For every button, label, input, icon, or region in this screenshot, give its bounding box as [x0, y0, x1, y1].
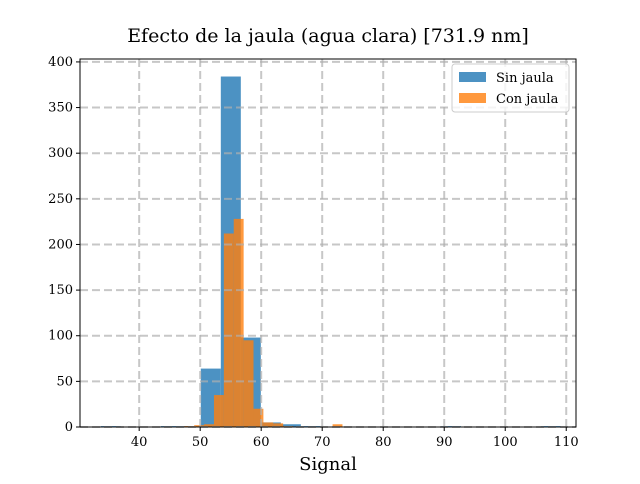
bar — [204, 424, 214, 427]
bar — [332, 424, 343, 427]
bar — [280, 424, 301, 427]
bar — [233, 218, 244, 427]
x-tick-label: 60 — [253, 435, 270, 450]
y-tick-label: 300 — [48, 146, 73, 161]
y-tick-label: 150 — [48, 283, 73, 298]
bar — [243, 340, 254, 427]
legend-label: Con jaula — [496, 92, 559, 107]
bar — [273, 423, 284, 427]
bar — [213, 395, 224, 427]
bar — [223, 233, 234, 427]
legend-label: Sin jaula — [496, 71, 554, 86]
chart-title: Efecto de la jaula (agua clara) [731.9 n… — [127, 25, 529, 47]
y-tick-label: 50 — [56, 374, 73, 389]
y-tick-label: 350 — [48, 101, 73, 116]
y-tick-label: 0 — [65, 420, 73, 435]
legend-swatch — [459, 72, 486, 82]
x-tick-label: 70 — [314, 435, 331, 450]
y-tick-label: 250 — [48, 192, 73, 207]
x-tick-label: 40 — [131, 435, 148, 450]
x-tick-label: 80 — [375, 435, 392, 450]
bar — [194, 425, 205, 427]
y-tick-label: 100 — [48, 329, 73, 344]
x-tick-label: 110 — [554, 435, 579, 450]
x-tick-label: 50 — [192, 435, 209, 450]
bar — [263, 422, 274, 427]
bar — [253, 408, 264, 427]
plot-frame — [79, 58, 577, 428]
x-tick-label: 90 — [436, 435, 453, 450]
x-axis-label: Signal — [299, 454, 357, 475]
legend-swatch — [459, 93, 486, 103]
x-tick-label: 100 — [493, 435, 518, 450]
y-tick-label: 400 — [48, 55, 73, 70]
y-tick-label: 200 — [48, 237, 73, 252]
